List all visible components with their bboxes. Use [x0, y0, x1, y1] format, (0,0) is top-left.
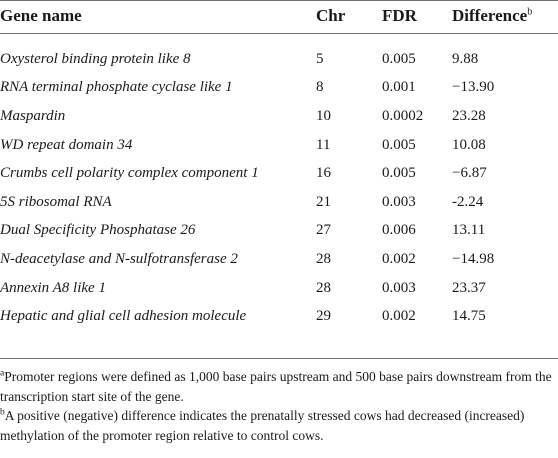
footnote-b-text: A positive (negative) difference indicat…	[0, 408, 525, 443]
difference-cell: 10.08	[452, 136, 486, 153]
footnotes: aPromoter regions were defined as 1,000 …	[0, 367, 556, 445]
gene-name-cell: Dual Specificity Phosphatase 26	[0, 222, 196, 239]
header-difference: Differenceb	[452, 0, 558, 32]
footnote-a: aPromoter regions were defined as 1,000 …	[0, 367, 556, 406]
chr-cell: 5	[316, 50, 324, 67]
chr-cell: 16	[316, 165, 331, 182]
gene-name-cell: RNA terminal phosphate cyclase like 1	[0, 79, 233, 96]
header-difference-footnote-mark: b	[527, 6, 533, 18]
chr-cell: 8	[316, 79, 324, 96]
fdr-cell: 0.006	[382, 222, 416, 239]
table-row: WD repeat domain 34 11 0.005 10.08	[0, 131, 558, 160]
chr-cell: 11	[316, 136, 331, 153]
table-row: RNA terminal phosphate cyclase like 1 8 0.…	[0, 74, 558, 103]
table-row: Maspardin 10 0.0002 23.28	[0, 102, 558, 131]
table-row: Dual Specificity Phosphatase 26 27 0.006 13…	[0, 217, 558, 246]
fdr-cell: 0.001	[382, 79, 416, 96]
table-row: Oxysterol binding protein like 8 5 0.005 9.…	[0, 45, 558, 74]
gene-name-cell: N-deacetylase and N-sulfotransferase 2	[0, 250, 238, 267]
fdr-cell: 0.005	[382, 136, 416, 153]
table-row: 5S ribosomal RNA 21 0.003 -2.24	[0, 188, 558, 217]
difference-cell: 23.28	[452, 107, 486, 124]
header-rule	[0, 33, 558, 34]
footnote-b: bA positive (negative) difference indica…	[0, 406, 556, 445]
chr-cell: 29	[316, 308, 331, 325]
fdr-cell: 0.005	[382, 165, 416, 182]
bottom-rule	[0, 358, 558, 359]
footnote-a-text: Promoter regions were defined as 1,000 b…	[0, 369, 552, 404]
table-row: Crumbs cell polarity complex component 1…	[0, 159, 558, 188]
fdr-cell: 0.002	[382, 250, 416, 267]
difference-cell: 9.88	[452, 50, 479, 67]
fdr-cell: 0.002	[382, 308, 416, 325]
gene-name-cell: 5S ribosomal RNA	[0, 193, 112, 210]
difference-cell: −13.90	[452, 79, 495, 96]
gene-name-cell: Maspardin	[0, 107, 66, 124]
header-gene-name: Gene name	[0, 6, 82, 25]
gene-table: Gene name Chr FDR Differenceb Oxysterol …	[0, 0, 558, 331]
fdr-cell: 0.003	[382, 193, 416, 210]
gene-name-cell: Annexin A8 like 1	[0, 279, 106, 296]
difference-cell: 23.37	[452, 279, 486, 296]
difference-cell: −14.98	[452, 250, 495, 267]
chr-cell: 21	[316, 193, 331, 210]
gene-name-cell: Oxysterol binding protein like 8	[0, 50, 191, 67]
fdr-cell: 0.0002	[382, 107, 424, 124]
header-fdr: FDR	[382, 6, 417, 25]
gene-name-cell: WD repeat domain 34	[0, 136, 133, 153]
difference-cell: −6.87	[452, 165, 487, 182]
fdr-cell: 0.005	[382, 50, 416, 67]
chr-cell: 28	[316, 250, 331, 267]
gene-name-cell: Crumbs cell polarity complex component 1	[0, 165, 259, 182]
difference-cell: 14.75	[452, 308, 486, 325]
header-chr: Chr	[316, 6, 346, 25]
header-row: Gene name Chr FDR Differenceb	[0, 0, 558, 32]
difference-cell: 13.11	[452, 222, 486, 239]
chr-cell: 27	[316, 222, 331, 239]
footnote-b-mark: b	[0, 407, 5, 418]
table-row: Annexin A8 like 1 28 0.003 23.37	[0, 274, 558, 303]
table-row: Hepatic and glial cell adhesion molecule…	[0, 302, 558, 331]
header-difference-label: Difference	[452, 6, 528, 25]
gene-name-cell: Hepatic and glial cell adhesion molecule	[0, 308, 247, 325]
difference-cell: -2.24	[452, 193, 484, 210]
footnote-a-mark: a	[0, 368, 5, 379]
fdr-cell: 0.003	[382, 279, 416, 296]
chr-cell: 28	[316, 279, 331, 296]
chr-cell: 10	[316, 107, 331, 124]
top-rule	[0, 0, 558, 1]
table-row: N-deacetylase and N-sulfotransferase 2 28…	[0, 245, 558, 274]
